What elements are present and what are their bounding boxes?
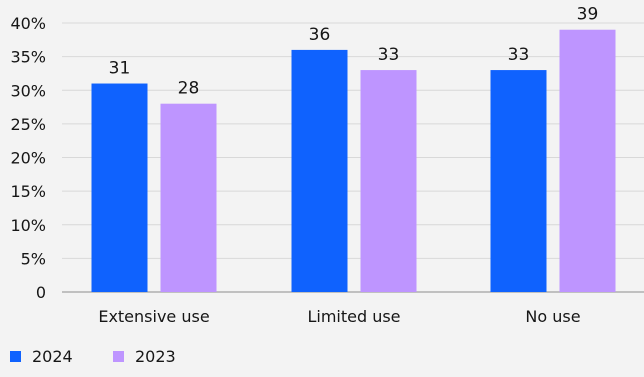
data-label: 28 <box>178 79 200 99</box>
data-labels: 31 28 36 33 33 39 <box>109 5 599 99</box>
bar-2024-no-use <box>490 70 547 292</box>
data-label: 33 <box>508 45 530 65</box>
gridlines <box>62 22 644 293</box>
y-axis-tick-labels: 0 5% 10% 15% 20% 25% 30% 35% 40% <box>10 14 46 302</box>
bars <box>91 29 616 293</box>
bar-2023-no-use <box>559 29 616 292</box>
x-axis-tick-labels: Extensive use Limited use No use <box>98 307 580 326</box>
x-tick-label: No use <box>525 307 580 326</box>
y-tick-label: 25% <box>10 115 46 134</box>
bar-2023-extensive-use <box>160 103 217 292</box>
y-tick-label: 0 <box>36 283 46 302</box>
y-tick-label: 30% <box>10 81 46 100</box>
data-label: 31 <box>109 59 131 79</box>
x-tick-label: Extensive use <box>98 307 209 326</box>
y-tick-label: 40% <box>10 14 46 33</box>
x-tick-label: Limited use <box>307 307 400 326</box>
y-tick-label: 5% <box>21 249 46 268</box>
legend: 2024 2023 <box>10 347 176 366</box>
y-tick-label: 35% <box>10 48 46 67</box>
legend-label-2024: 2024 <box>32 347 73 366</box>
legend-swatch-2024 <box>10 351 21 362</box>
bar-2024-extensive-use <box>91 83 148 293</box>
data-label: 33 <box>378 45 400 65</box>
data-label: 36 <box>309 25 331 45</box>
bar-2024-limited-use <box>291 49 348 293</box>
y-tick-label: 20% <box>10 149 46 168</box>
y-tick-label: 10% <box>10 216 46 235</box>
legend-swatch-2023 <box>113 351 124 362</box>
bar-2023-limited-use <box>360 70 417 292</box>
legend-label-2023: 2023 <box>135 347 176 366</box>
data-label: 39 <box>577 5 599 25</box>
y-tick-label: 15% <box>10 182 46 201</box>
